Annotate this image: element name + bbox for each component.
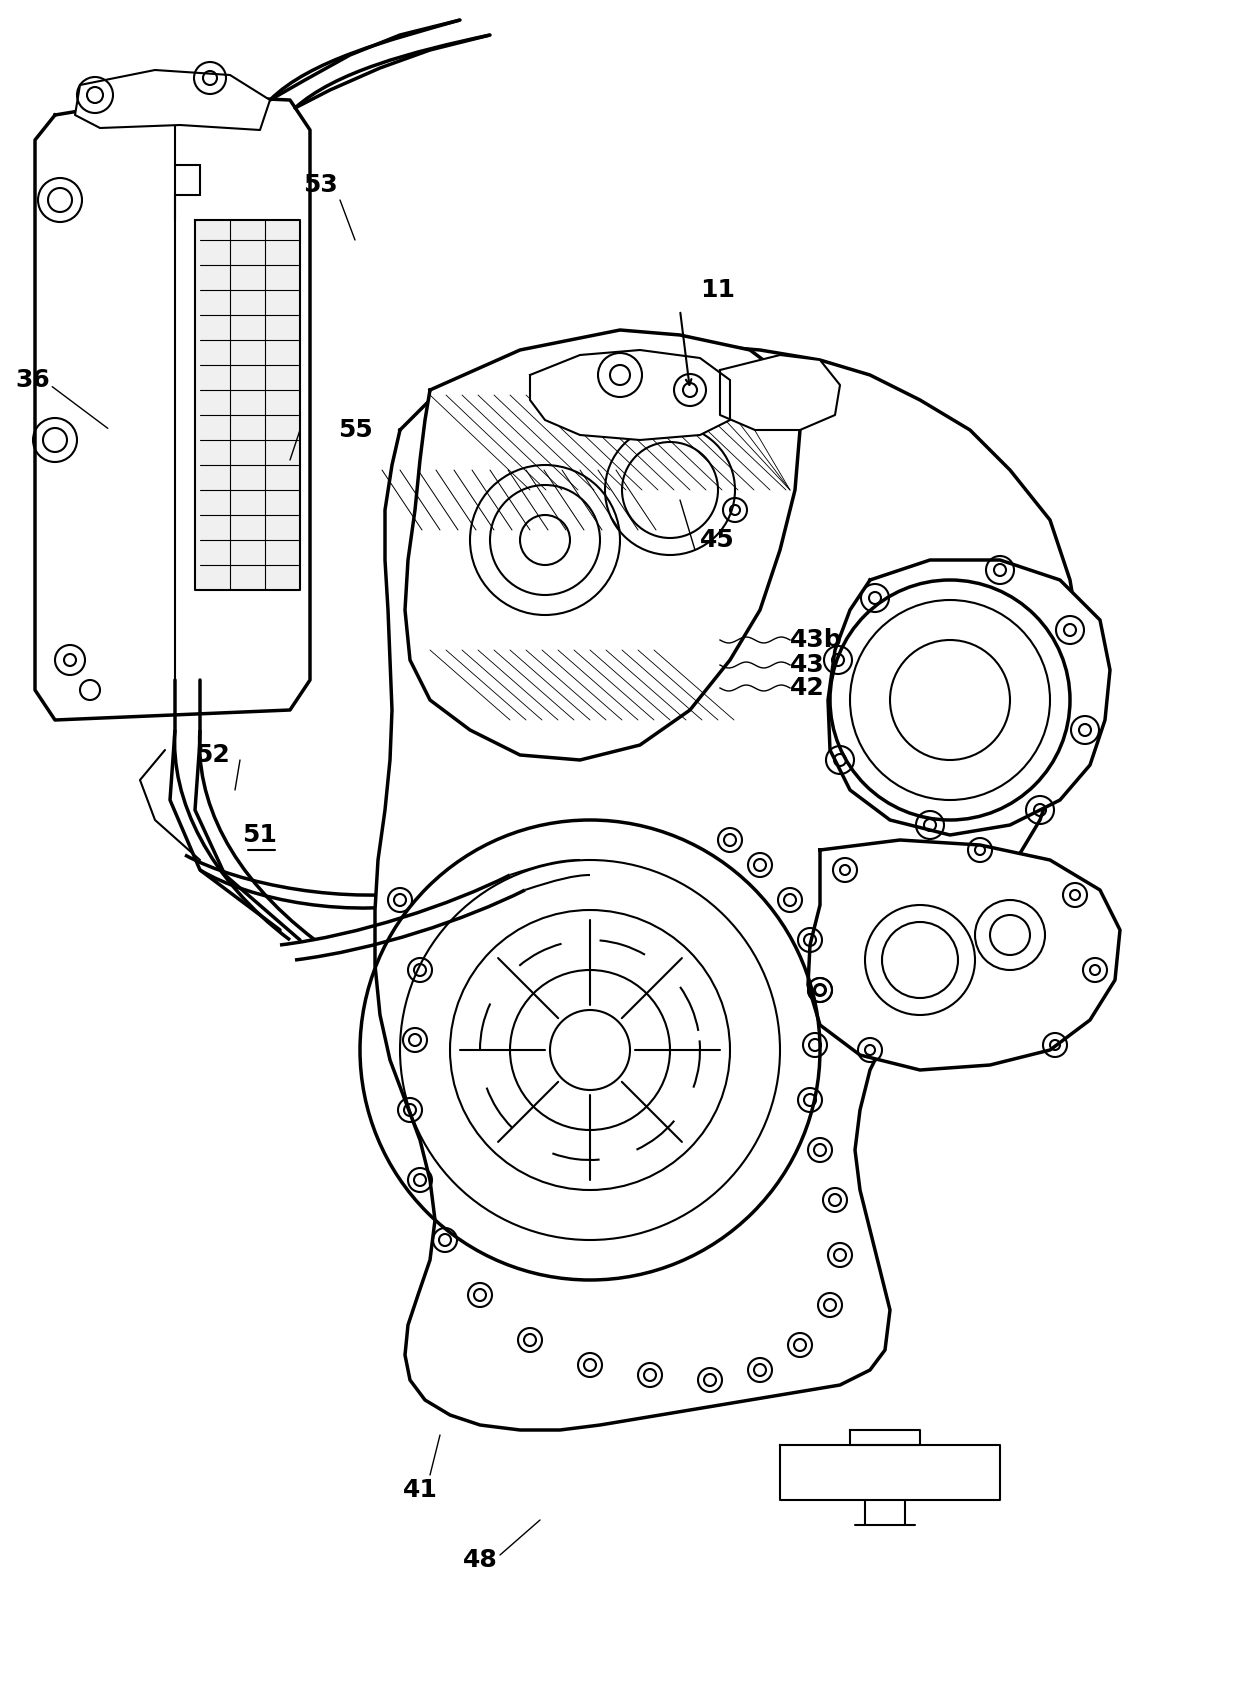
- Text: 42: 42: [790, 677, 825, 700]
- Polygon shape: [780, 1445, 999, 1501]
- Polygon shape: [74, 69, 270, 130]
- Text: 53: 53: [303, 173, 337, 196]
- Text: 48: 48: [463, 1548, 497, 1572]
- Text: 41: 41: [403, 1479, 438, 1502]
- Polygon shape: [828, 560, 1110, 834]
- Text: 11: 11: [701, 277, 735, 301]
- Polygon shape: [35, 95, 310, 721]
- Text: 55: 55: [337, 418, 372, 442]
- Polygon shape: [405, 330, 800, 760]
- Polygon shape: [720, 355, 839, 430]
- Text: 36: 36: [15, 367, 50, 393]
- Text: 45: 45: [701, 528, 735, 552]
- Polygon shape: [808, 839, 1120, 1069]
- Text: 52: 52: [195, 743, 229, 766]
- Polygon shape: [195, 220, 300, 591]
- Text: 43b: 43b: [790, 628, 843, 651]
- Polygon shape: [374, 345, 1080, 1430]
- Text: 51: 51: [243, 822, 278, 848]
- Polygon shape: [529, 350, 730, 440]
- Text: 43: 43: [790, 653, 825, 677]
